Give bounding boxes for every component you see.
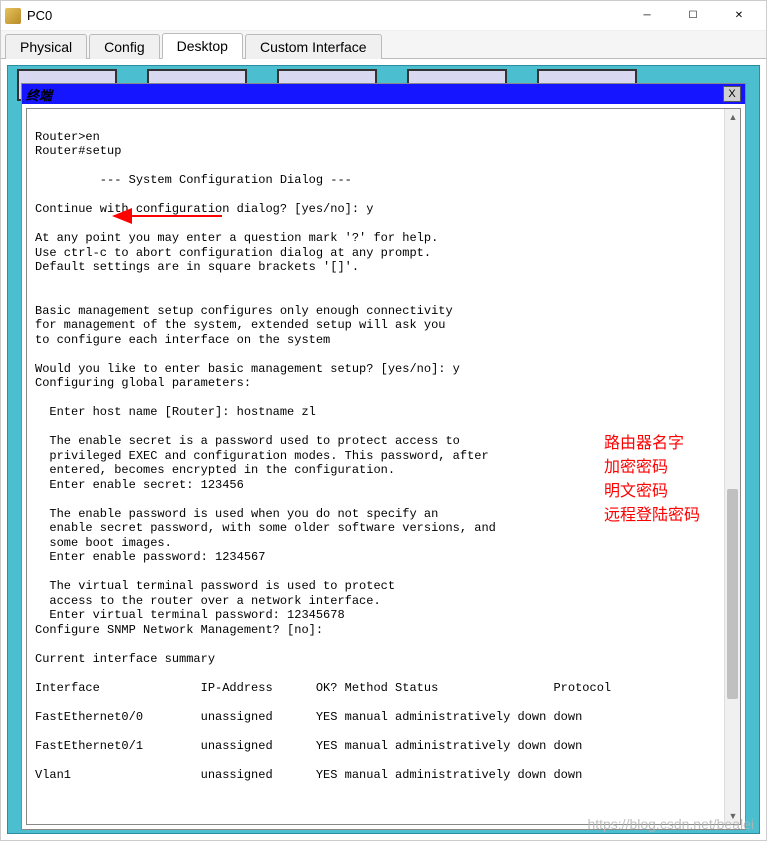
- app-window: PC0 ─ ☐ ✕ Physical Config Desktop Custom…: [0, 0, 767, 841]
- desktop-area: 终端 X Router>en Router#setup --- System C…: [1, 59, 766, 840]
- app-icon: [5, 8, 21, 24]
- watermark: https://blog.csdn.net/bealei: [587, 816, 754, 832]
- terminal-window: 终端 X Router>en Router#setup --- System C…: [21, 83, 746, 830]
- maximize-button[interactable]: ☐: [670, 1, 716, 31]
- window-title: PC0: [27, 8, 52, 23]
- scroll-up-arrow[interactable]: ▲: [725, 109, 741, 125]
- window-titlebar[interactable]: PC0 ─ ☐ ✕: [1, 1, 766, 31]
- terminal-titlebar[interactable]: 终端 X: [22, 84, 745, 104]
- terminal-text: Router>en Router#setup --- System Config…: [35, 115, 732, 782]
- scroll-thumb[interactable]: [727, 489, 738, 699]
- tab-physical[interactable]: Physical: [5, 34, 87, 59]
- tab-custom-interface[interactable]: Custom Interface: [245, 34, 382, 59]
- close-button[interactable]: ✕: [716, 1, 762, 31]
- tab-desktop[interactable]: Desktop: [162, 33, 243, 59]
- terminal-viewport[interactable]: Router>en Router#setup --- System Config…: [27, 109, 740, 824]
- terminal-close-button[interactable]: X: [723, 86, 741, 102]
- minimize-button[interactable]: ─: [624, 1, 670, 31]
- terminal-body: Router>en Router#setup --- System Config…: [26, 108, 741, 825]
- tab-config[interactable]: Config: [89, 34, 159, 59]
- terminal-title: 终端: [26, 85, 52, 104]
- tab-bar: Physical Config Desktop Custom Interface: [1, 31, 766, 59]
- scrollbar-vertical[interactable]: ▲ ▼: [724, 109, 740, 824]
